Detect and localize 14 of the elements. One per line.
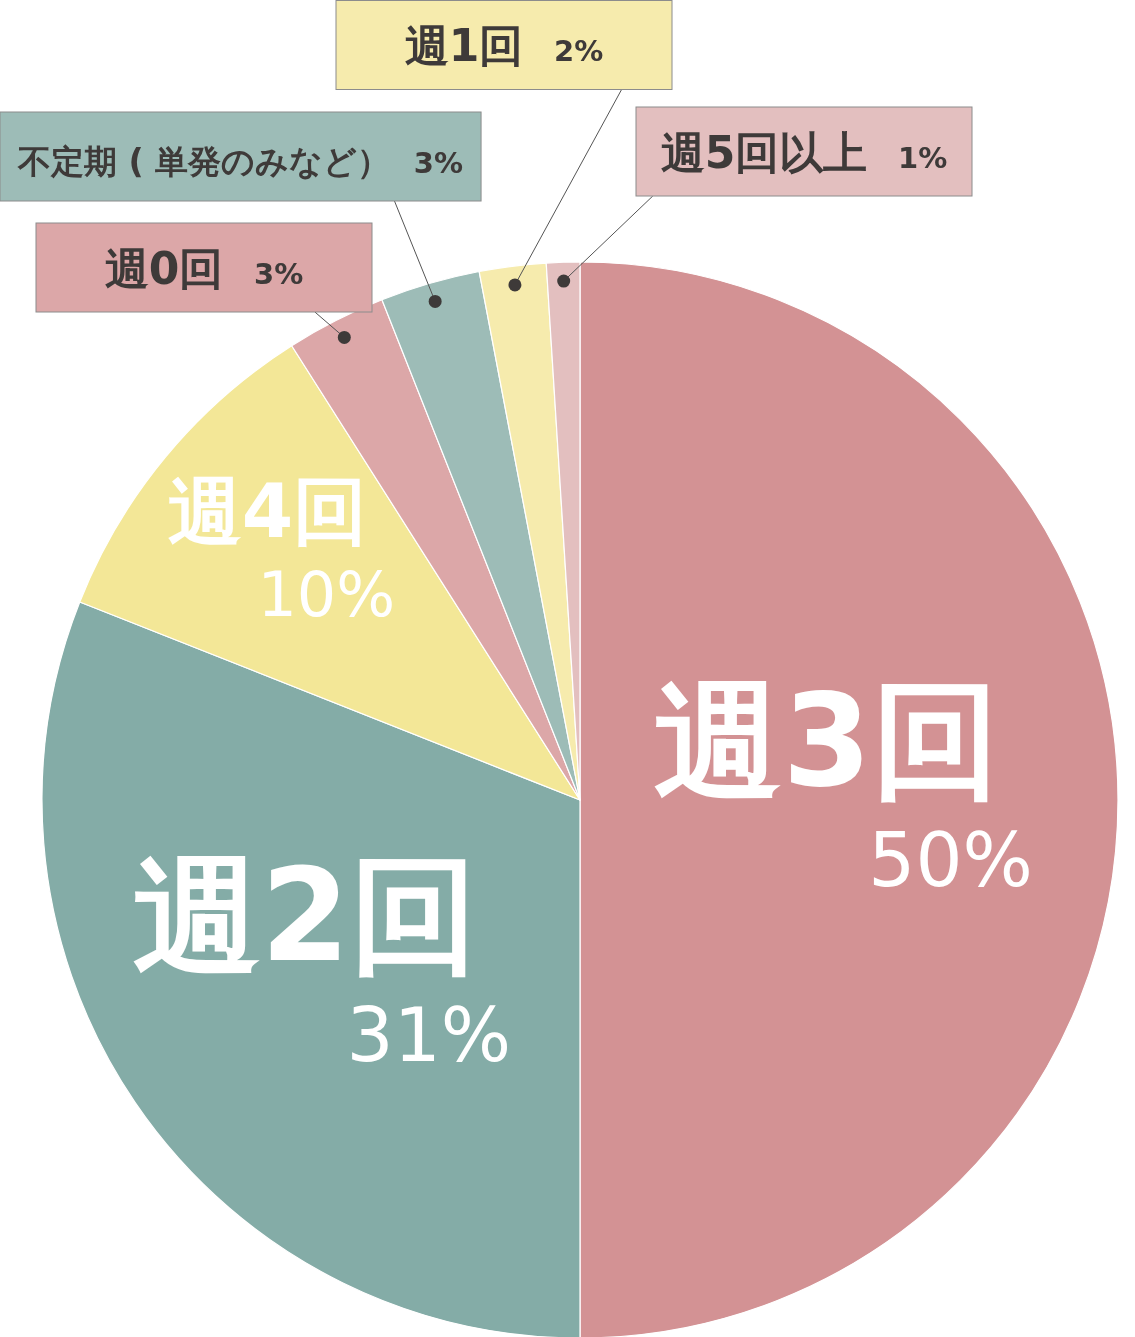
slice-label: 週5回以上	[660, 126, 868, 178]
slice-label: 週4回	[167, 468, 368, 555]
slice-label: 週3回	[654, 665, 1000, 815]
slice-label: 週0回	[104, 242, 224, 294]
slice-label: 週1回	[404, 20, 524, 71]
data-label: 2%	[554, 34, 604, 68]
slice-label: 週2回	[132, 841, 478, 991]
data-label: 3%	[254, 256, 304, 291]
data-label: 31%	[346, 992, 512, 1079]
data-label: 10%	[257, 558, 396, 632]
data-label: 3%	[413, 145, 464, 180]
data-label: 50%	[868, 816, 1033, 903]
slice-label: 不定期 ( 単発のみなど）	[17, 141, 391, 181]
data-label: 1%	[898, 140, 948, 175]
